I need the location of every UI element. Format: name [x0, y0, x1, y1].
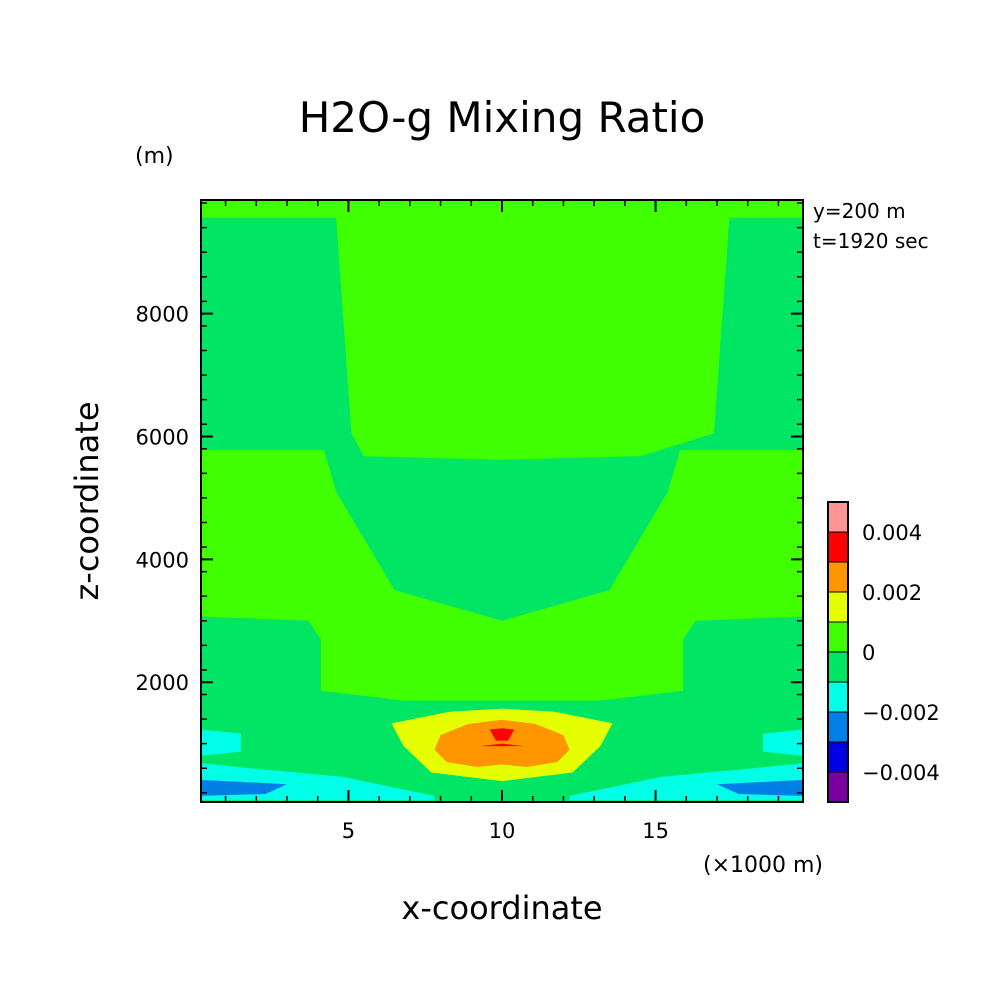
info-line-y: y=200 m — [813, 199, 906, 223]
colorbar-label: 0.002 — [862, 581, 922, 605]
contour-region — [717, 779, 803, 796]
plot-area: 5 10 15 2000 4000 6000 8000 — [136, 199, 804, 843]
colorbar-label: 0.004 — [862, 521, 922, 545]
colorbar-swatch — [828, 592, 848, 622]
colorbar-swatch — [828, 682, 848, 712]
y-axis-label: z-coordinate — [68, 401, 106, 600]
colorbar-swatch — [828, 652, 848, 682]
x-tick-label: 5 — [342, 819, 355, 843]
colorbar-swatch — [828, 562, 848, 592]
contour-regions — [201, 200, 803, 801]
minor-ticks — [201, 200, 803, 802]
y-ticks: 2000 4000 6000 8000 — [136, 303, 803, 695]
colorbar: 0.004 0.002 0 −0.002 −0.004 — [827, 501, 940, 803]
colorbar-swatch — [828, 712, 848, 742]
contour-region — [489, 728, 515, 741]
contour-region — [763, 729, 803, 756]
y-tick-label: 2000 — [136, 671, 189, 695]
contour-region — [201, 729, 241, 756]
contour-region — [434, 719, 570, 767]
contour-region — [201, 779, 287, 796]
colorbar-swatch — [828, 502, 848, 532]
colorbar-label: 0 — [862, 641, 875, 665]
contour-region — [201, 200, 803, 460]
colorbar-swatch — [828, 532, 848, 562]
colorbar-swatch — [828, 622, 848, 652]
colorbar-swatch — [828, 772, 848, 802]
x-tick-label: 10 — [489, 819, 516, 843]
y-tick-label: 8000 — [136, 303, 189, 327]
contour-region — [480, 743, 524, 747]
x-unit: (×1000 m) — [703, 853, 823, 878]
colorbar-swatch — [828, 742, 848, 772]
info-line-t: t=1920 sec — [813, 229, 929, 253]
x-axis-label: x-coordinate — [401, 889, 602, 927]
x-tick-label: 15 — [642, 819, 669, 843]
y-tick-label: 4000 — [136, 548, 189, 572]
colorbar-label: −0.002 — [862, 701, 940, 725]
y-tick-label: 6000 — [136, 426, 189, 450]
colorbar-label: −0.004 — [862, 761, 940, 785]
contour-region — [201, 450, 803, 701]
y-unit: (m) — [135, 144, 174, 169]
chart-title: H2O-g Mixing Ratio — [299, 93, 706, 142]
x-ticks: 5 10 15 — [342, 200, 669, 843]
